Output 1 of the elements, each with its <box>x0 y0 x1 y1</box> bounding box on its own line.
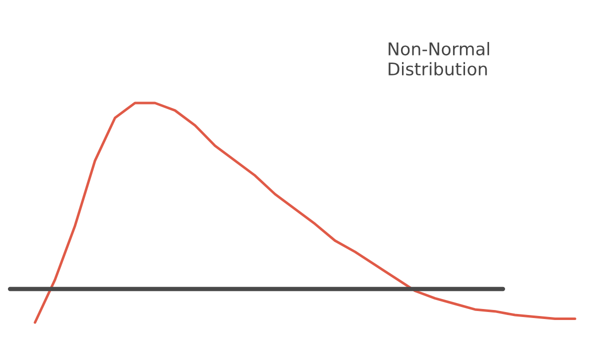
text: Non-Normal Distribution <box>388 42 490 76</box>
